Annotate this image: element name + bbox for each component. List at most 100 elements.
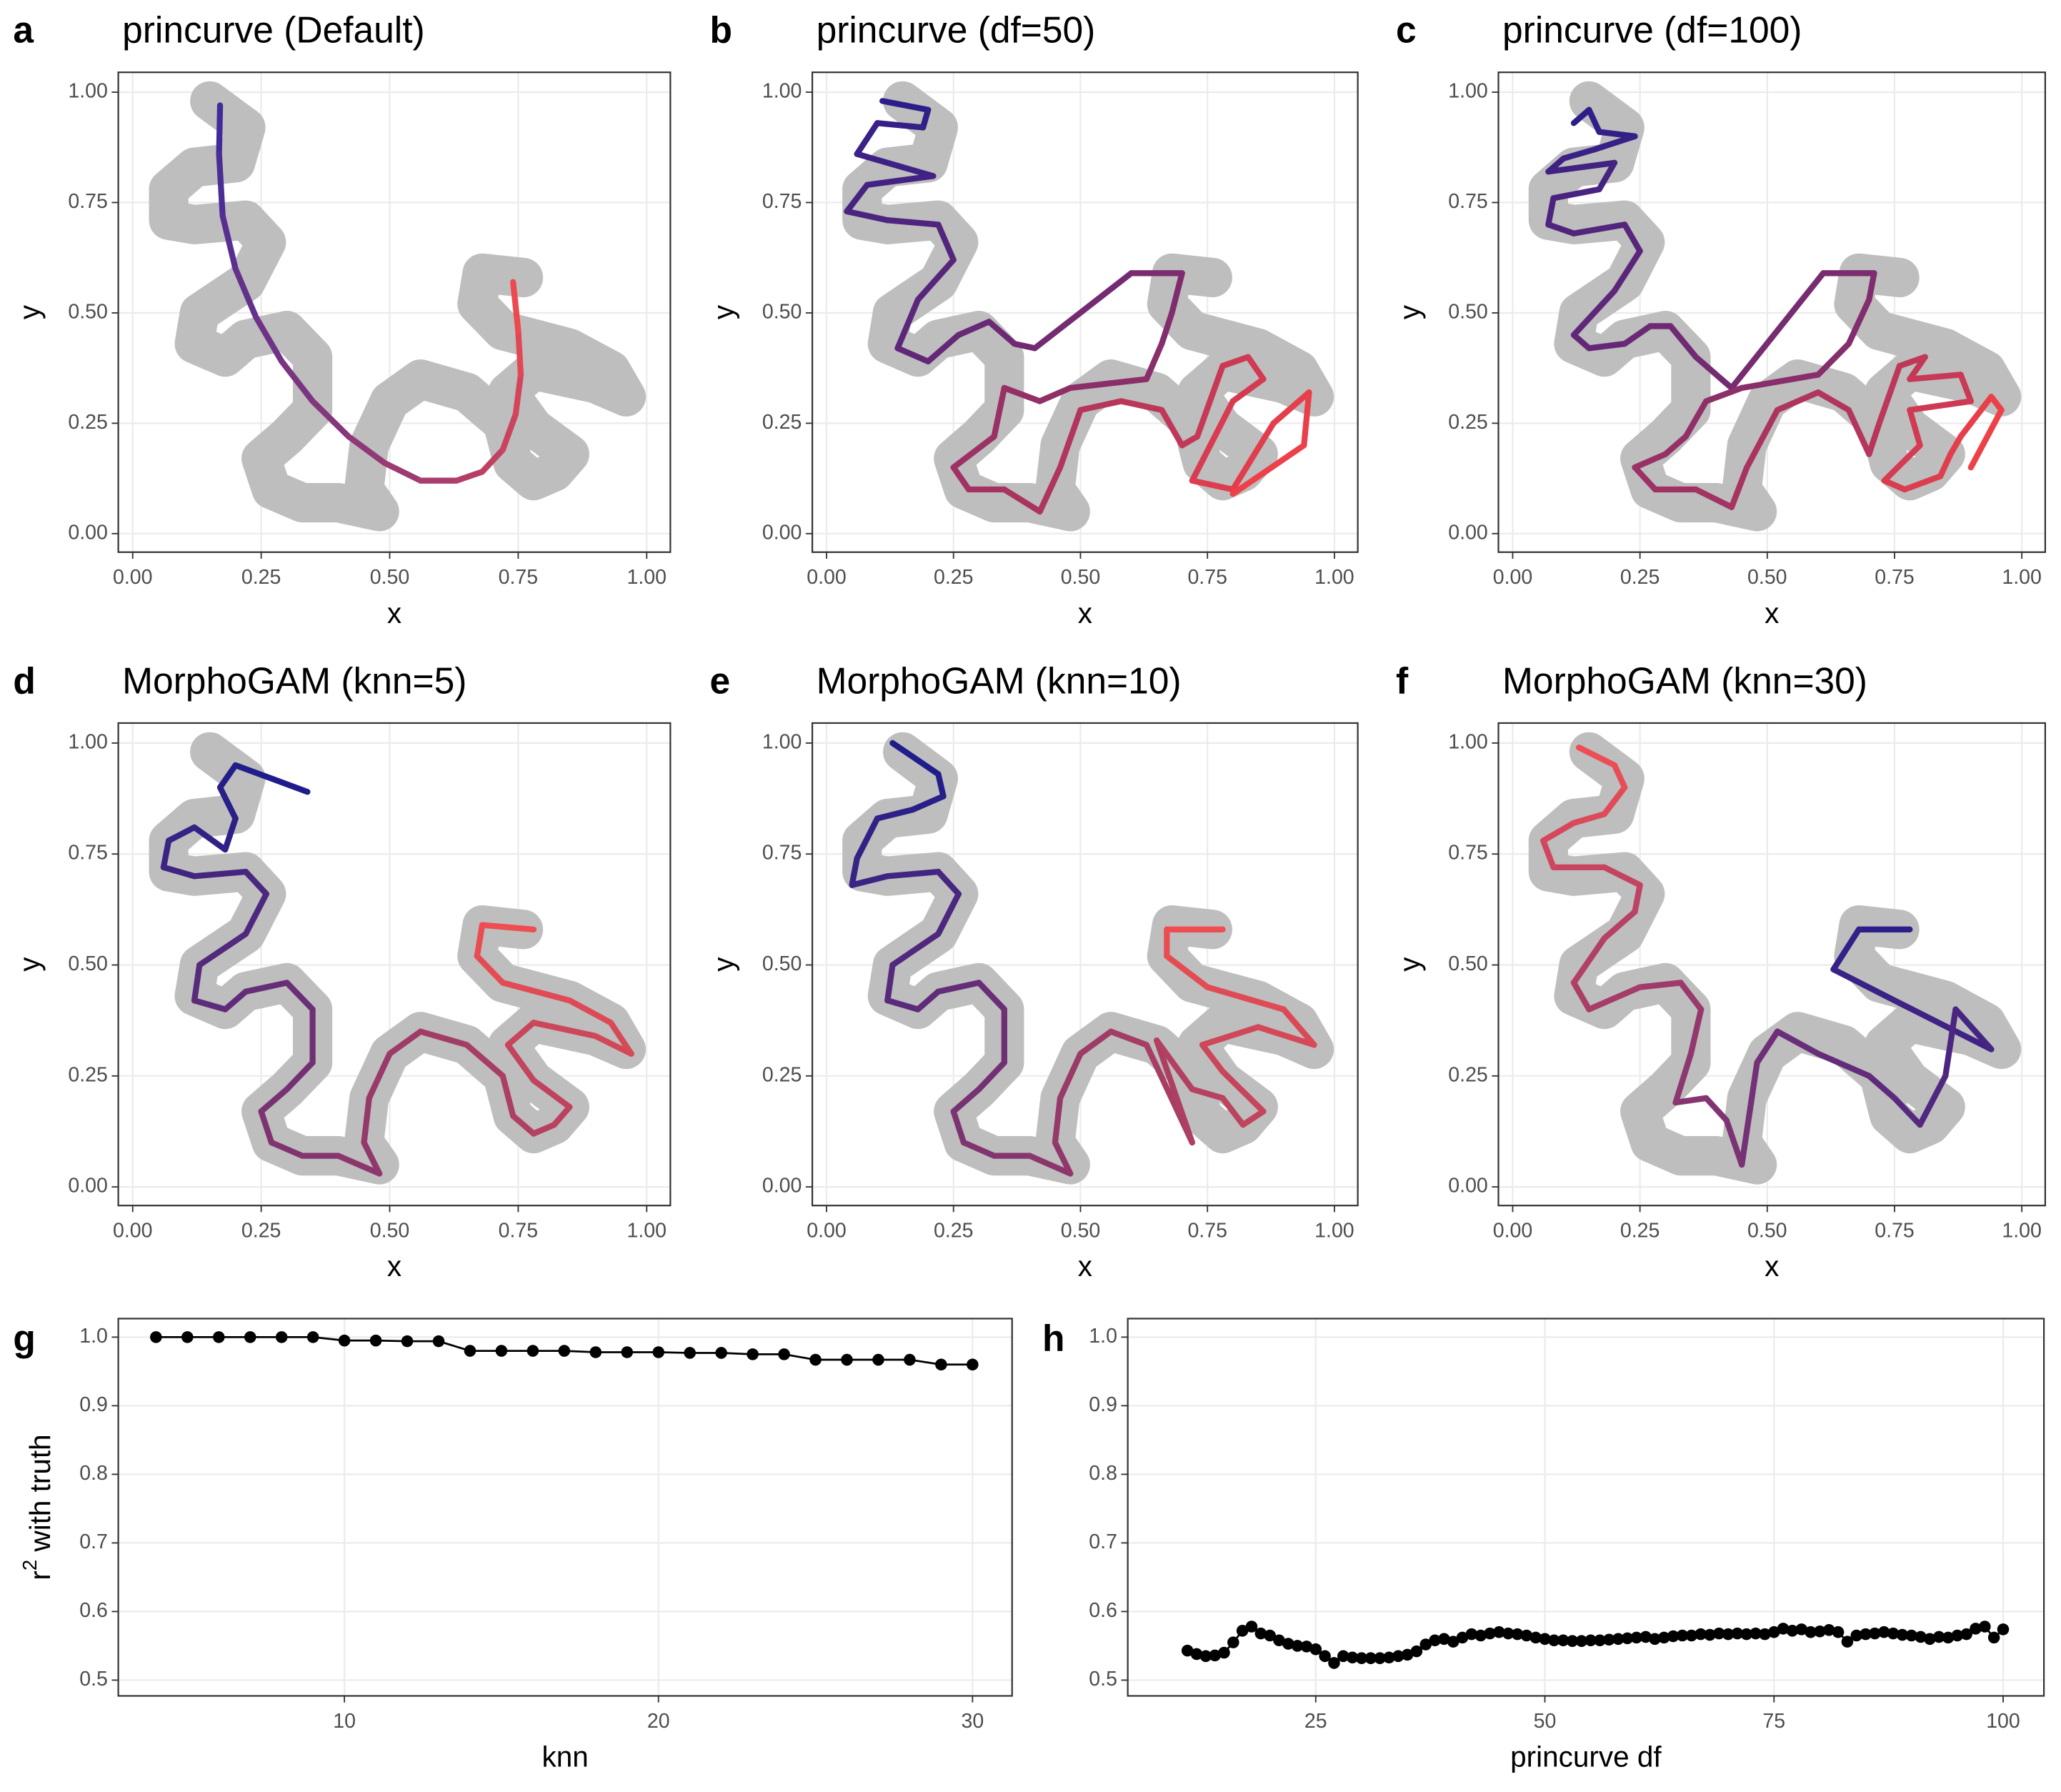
x-tick-label: 75 [1762, 1710, 1785, 1733]
point [306, 1331, 319, 1343]
curve-segment [884, 868, 942, 880]
curve-segment [1611, 248, 1643, 294]
y-tick-label: 1.0 [79, 1325, 108, 1348]
curve-segment [914, 257, 957, 303]
curve-segment [530, 1122, 557, 1137]
curve-segment [1591, 133, 1638, 153]
curve-segment [479, 447, 506, 475]
point [967, 1358, 979, 1371]
y-tick-label: 0.25 [762, 1063, 802, 1086]
y-tick-label: 1.00 [68, 80, 107, 103]
x-axis-title: x [387, 1250, 401, 1283]
point [1805, 1626, 1817, 1638]
curve-segment [1219, 1095, 1247, 1128]
point [1814, 1625, 1826, 1638]
point [1869, 1627, 1881, 1640]
point [1612, 1633, 1625, 1646]
curve-segment [1891, 1095, 1923, 1128]
curve-segment [894, 297, 922, 352]
curve-segment [1703, 384, 1745, 404]
point [1493, 1626, 1505, 1638]
curve-segment [909, 793, 947, 813]
point [1621, 1632, 1634, 1645]
point [1548, 1634, 1560, 1647]
curve-segment [1866, 420, 1882, 457]
curve-segment [1057, 407, 1084, 471]
y-tick-label: 1.00 [1448, 730, 1487, 753]
curve-segment [453, 469, 486, 484]
point [778, 1348, 790, 1360]
point [1685, 1629, 1698, 1642]
x-tick-label: 0.50 [1061, 566, 1100, 589]
curve-segment [1199, 1024, 1262, 1048]
curve-segment [1280, 1006, 1317, 1048]
curve-segment [504, 1042, 537, 1084]
curve-segment [515, 327, 524, 378]
curve-segment [950, 433, 997, 471]
curve-segment [1952, 1006, 1995, 1052]
curve-segment [242, 890, 269, 937]
curve-segment [1570, 980, 1592, 1012]
point [1254, 1627, 1267, 1640]
point [1767, 1626, 1780, 1638]
y-tick-label: 0.7 [79, 1530, 108, 1553]
curve-segment [919, 106, 932, 131]
curve-segment [1540, 837, 1557, 870]
point [1236, 1625, 1249, 1637]
point [1209, 1649, 1221, 1662]
curve-segment [1774, 389, 1822, 413]
curve-segment [1052, 1139, 1074, 1177]
curve-segment [1118, 398, 1165, 413]
curve-segment [1239, 1108, 1267, 1128]
curve-segment [1159, 309, 1175, 347]
point [1932, 1631, 1945, 1643]
point [589, 1346, 602, 1358]
curve-segment [935, 868, 962, 897]
x-axis-title: x [387, 597, 401, 629]
y-tick-label: 0.00 [1448, 521, 1487, 544]
panel: 10 20 30 0.5 0.6 0.7 0.8 0.9 1.0 g knn r2 with trut… [13, 1317, 1013, 1773]
curve-segment [935, 890, 962, 937]
x-tick-label: 0.75 [1187, 566, 1227, 589]
x-tick-label: 0.50 [1061, 1220, 1100, 1243]
curve-segment [1845, 407, 1872, 457]
curve-segment [955, 319, 992, 338]
x-axis-title: x [1765, 1250, 1779, 1283]
curve-segment [1189, 1086, 1226, 1102]
point [1539, 1633, 1551, 1646]
y-axis-title-sup: 2 [19, 1560, 41, 1571]
point [1529, 1631, 1542, 1644]
point [1649, 1633, 1661, 1646]
curve-segment [191, 824, 229, 853]
x-axis-title: x [1078, 1250, 1092, 1283]
y-tick-label: 0.6 [1089, 1599, 1117, 1622]
point [1786, 1625, 1799, 1637]
panel-border [1497, 722, 2047, 1207]
curve-segment [1672, 1095, 1710, 1106]
point [841, 1353, 853, 1366]
curve-segment [1194, 362, 1226, 440]
y-tick-label: 0.00 [762, 521, 802, 544]
x-tick-label: 0.00 [1493, 566, 1532, 589]
curve-segment [1723, 1117, 1745, 1168]
point [904, 1353, 916, 1366]
point [1896, 1628, 1909, 1641]
curve-segment [499, 411, 519, 453]
point [684, 1347, 696, 1359]
curve-segment [345, 433, 388, 467]
curve-segment [849, 873, 891, 888]
curve-segment [1881, 477, 1908, 493]
y-tick-label: 0.25 [68, 1063, 107, 1086]
curve-segment [1545, 195, 1557, 228]
x-tick-label: 30 [961, 1710, 984, 1733]
point [1392, 1650, 1404, 1663]
curve-segment [894, 345, 932, 365]
point [1502, 1627, 1514, 1640]
y-tick-label: 0.6 [79, 1599, 108, 1622]
curve-segment [464, 1042, 506, 1079]
curve-segment [1107, 1028, 1150, 1048]
curve-segment [884, 217, 942, 228]
curve-segment [1632, 451, 1669, 471]
x-tick-label: 0.00 [807, 1220, 846, 1243]
